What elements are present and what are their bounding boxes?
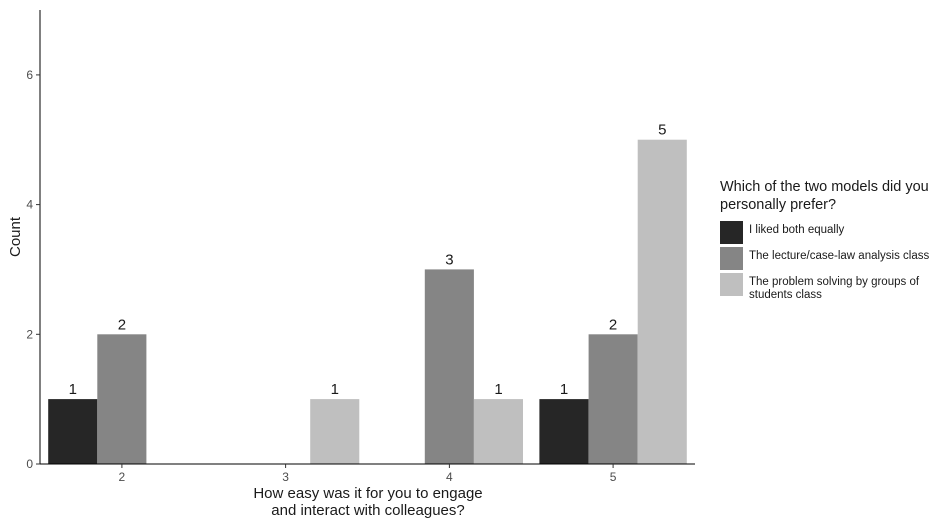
y-tick-label: 2 xyxy=(26,327,33,341)
legend-swatch xyxy=(720,221,743,244)
y-axis-title: Count xyxy=(7,216,24,257)
legend-swatch xyxy=(720,247,743,270)
bar-5-series-2 xyxy=(637,139,687,464)
bar-value-label: 2 xyxy=(609,316,617,333)
bar-5-series-0 xyxy=(539,399,589,464)
legend-items: I liked both equally The lecture/case-law… xyxy=(720,220,932,301)
y-tick-label: 0 xyxy=(26,457,33,471)
legend-label: I liked both equally xyxy=(749,224,845,236)
bar-value-label: 5 xyxy=(658,122,666,139)
legend-item-2: The problem solving by groups of student… xyxy=(720,272,932,301)
legend-label: The lecture/case-law analysis class xyxy=(749,250,930,262)
legend-label: The problem solving by groups of student… xyxy=(749,276,920,301)
x-tick-label: 2 xyxy=(119,470,126,484)
legend-item-0: I liked both equally xyxy=(720,220,932,245)
legend: Which of the two models did you personal… xyxy=(720,178,932,301)
bar-4-series-2 xyxy=(473,399,523,464)
bars-group xyxy=(48,139,687,464)
bar-2-series-0 xyxy=(48,399,98,464)
bar-4-series-1 xyxy=(424,269,474,464)
legend-title: Which of the two models did you personal… xyxy=(720,179,929,213)
bar-5-series-1 xyxy=(588,334,638,464)
bar-labels-group: 1 2 1 3 1 1 2 5 xyxy=(69,122,667,398)
x-axis-title: How easy was it for you to engage and int… xyxy=(253,485,482,519)
bar-value-label: 1 xyxy=(494,381,502,398)
y-tick-label: 4 xyxy=(26,198,33,212)
bar-value-label: 2 xyxy=(118,316,126,333)
bar-value-label: 1 xyxy=(69,381,77,398)
bar-value-label: 3 xyxy=(445,251,453,268)
x-ticks-group: 2 3 4 5 xyxy=(119,464,617,484)
bar-2-series-1 xyxy=(97,334,147,464)
x-tick-label: 3 xyxy=(282,470,289,484)
legend-item-1: The lecture/case-law analysis class xyxy=(720,246,932,271)
legend-swatch xyxy=(720,273,743,296)
bar-value-label: 1 xyxy=(560,381,568,398)
bar-value-label: 1 xyxy=(331,381,339,398)
y-ticks-group: 0 2 4 6 xyxy=(26,68,40,471)
x-tick-label: 5 xyxy=(610,470,617,484)
y-tick-label: 6 xyxy=(26,68,33,82)
x-tick-label: 4 xyxy=(446,470,453,484)
bar-3-series-2 xyxy=(310,399,360,464)
